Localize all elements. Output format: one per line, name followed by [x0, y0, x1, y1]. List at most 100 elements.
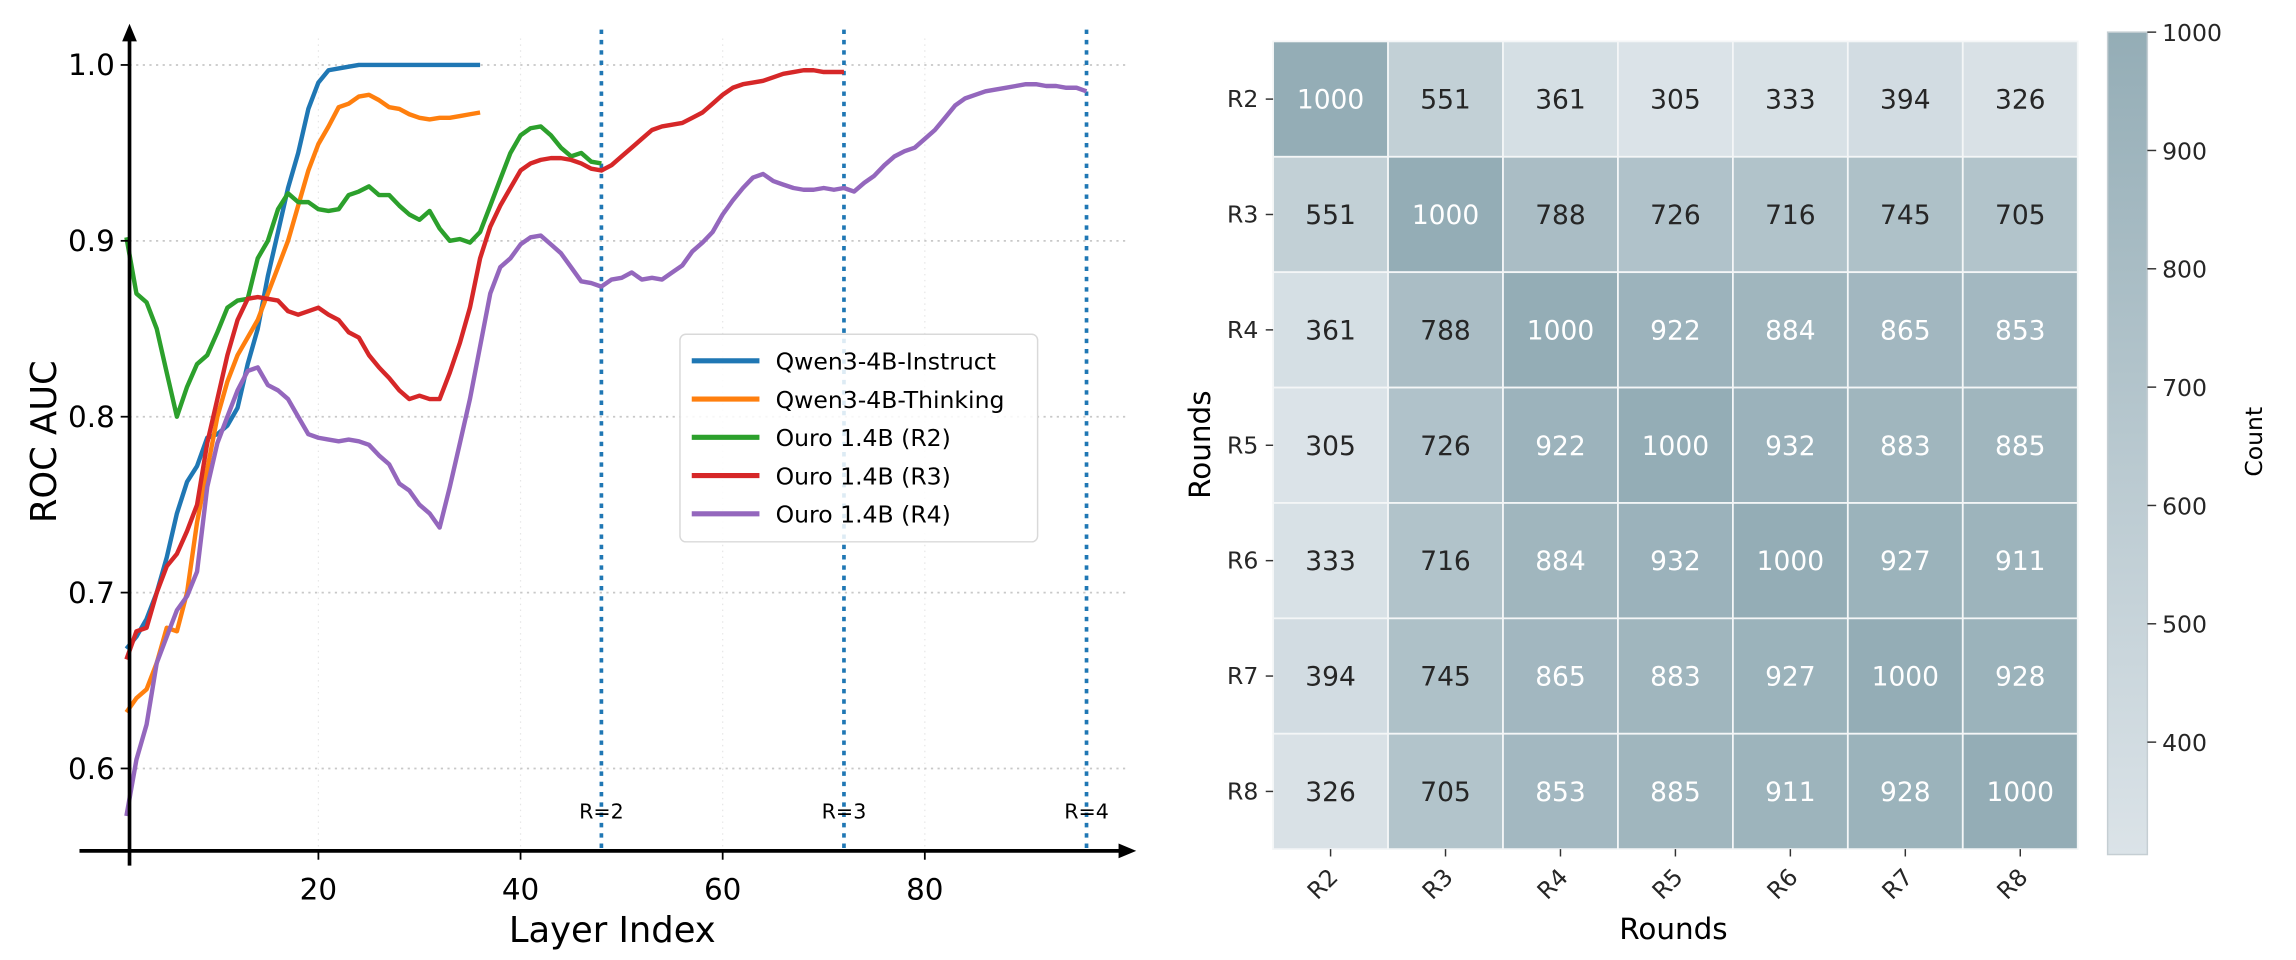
round-boundary-label: R=2 [579, 800, 624, 824]
y-axis-arrow-icon [122, 23, 137, 42]
heatmap-cell [1502, 271, 1619, 389]
heatmap-cell-value: 705 [1420, 777, 1471, 808]
heatmap-cell-value: 726 [1420, 431, 1471, 462]
round-boundary-label: R=3 [822, 800, 867, 824]
heatmap-cell-value: 745 [1420, 662, 1471, 693]
y-tick-label: 0.9 [68, 224, 115, 258]
legend-box [679, 333, 1039, 543]
heatmap-cell-value: 394 [1305, 662, 1356, 693]
y-tick-label: R3 [1227, 201, 1258, 229]
heatmap-cell-value: 928 [1880, 777, 1931, 808]
heatmap-cell [1502, 502, 1619, 620]
colorbar-tick-label: 500 [2162, 611, 2207, 639]
heatmap-cell-value: 853 [1535, 777, 1586, 808]
heatmap-cell-value: 883 [1880, 431, 1931, 462]
heatmap-cell-value: 1000 [1527, 315, 1594, 346]
heatmap-cell-value: 932 [1650, 546, 1701, 577]
heatmap-cell [1387, 386, 1504, 504]
round-boundary-label: R=4 [1064, 800, 1109, 824]
heatmap-cell-value: 551 [1420, 85, 1471, 116]
legend-label: Qwen3-4B-Instruct [776, 348, 996, 376]
heatmap-cell [1387, 40, 1504, 158]
heatmap-cell-value: 883 [1650, 662, 1701, 693]
heatmap-cell-value: 928 [1995, 662, 2046, 693]
x-tick-label: R2 [1302, 863, 1344, 905]
heatmap-cell [1617, 40, 1734, 158]
colorbar-label: Count [2240, 407, 2268, 477]
y-tick-label: 0.8 [68, 400, 115, 434]
y-tick-label: 0.7 [68, 576, 115, 610]
heatmap-cell-value: 716 [1765, 200, 1816, 231]
y-tick-label: R2 [1227, 85, 1258, 113]
series-line-qwen3-4b-instruct [124, 62, 481, 651]
heatmap-cell-value: 911 [1995, 546, 2046, 577]
heatmap-cell-value: 927 [1765, 662, 1816, 693]
heatmap-cell [1272, 386, 1389, 504]
heatmap-cell-value: 922 [1535, 431, 1586, 462]
y-tick-label: R6 [1227, 547, 1258, 575]
heatmap-cell [1846, 40, 1964, 158]
heatmap-cell-value: 853 [1995, 315, 2046, 346]
y-tick-label: 1.0 [68, 48, 115, 82]
y-tick-label: R7 [1227, 662, 1258, 690]
heatmap-cell-value: 394 [1880, 85, 1931, 116]
heatmap-cell [1846, 617, 1964, 735]
x-tick-label: 20 [300, 872, 337, 906]
heatmap-cell-value: 788 [1420, 315, 1471, 346]
x-tick-label: R6 [1761, 863, 1803, 905]
heatmap-cell [1617, 732, 1734, 851]
x-tick-label: R5 [1647, 863, 1689, 905]
heatmap-cell-value: 884 [1765, 315, 1816, 346]
heatmap-cell [1502, 732, 1619, 851]
y-axis-label: ROC AUC [24, 360, 65, 523]
y-tick-label: R5 [1227, 431, 1258, 459]
heatmap-cell-value: 865 [1535, 662, 1586, 693]
heatmap-cell-value: 333 [1765, 85, 1816, 116]
heatmap-cell [1961, 271, 2079, 389]
colorbar-tick-label: 1000 [2162, 19, 2222, 47]
heatmap-cell-value: 911 [1765, 777, 1816, 808]
heatmap-cell [1732, 155, 1849, 274]
heatmap-cell-value: 333 [1305, 546, 1356, 577]
x-tick-label: R8 [1991, 863, 2033, 905]
heatmap-cell-value: 745 [1880, 200, 1931, 231]
x-tick-label: 80 [906, 872, 943, 906]
heatmap-cell-value: 922 [1650, 315, 1701, 346]
heatmap-cell-value: 726 [1650, 200, 1701, 231]
colorbar-tick-label: 800 [2162, 256, 2207, 284]
heatmap-cell [1732, 271, 1849, 389]
heatmap-cell-value: 885 [1650, 777, 1701, 808]
heatmap-cell [1617, 155, 1734, 274]
heatmap-cell-value: 551 [1305, 200, 1356, 231]
heatmap-cell [1732, 40, 1849, 158]
heatmap-cell [1961, 502, 2079, 620]
heatmap-cell-value: 1000 [1757, 546, 1824, 577]
x-tick-label: 40 [502, 872, 539, 906]
y-tick-label: 0.6 [68, 752, 115, 786]
heatmap-cell-value: 1000 [1987, 777, 2054, 808]
y-axis-label: Rounds [1183, 390, 1217, 498]
heatmap-cell-value: 305 [1650, 85, 1701, 116]
heatmap-cell-value: 1000 [1642, 431, 1709, 462]
heatmap-cell-value: 932 [1765, 431, 1816, 462]
heatmap-cell-value: 1000 [1297, 85, 1364, 116]
legend-label: Qwen3-4B-Thinking [776, 386, 1005, 414]
heatmap-cell-value: 361 [1535, 85, 1586, 116]
colorbar: 400 500 600 700 800 900 1000 Count [2106, 19, 2268, 856]
heatmap-cell-value: 705 [1995, 200, 2046, 231]
rounds-heatmap: 1000 551 361 305 333 394 326 551 1000 788 726 716 74… [1183, 19, 2268, 946]
colorbar-bar [2106, 31, 2149, 856]
x-tick-label: R7 [1876, 863, 1918, 905]
legend-label: Ouro 1.4B (R3) [776, 462, 951, 490]
x-axis-label: Rounds [1619, 912, 1727, 946]
heatmap-cell-value: 326 [1305, 777, 1356, 808]
heatmap-cell [1502, 386, 1619, 504]
colorbar-tick-label: 900 [2162, 137, 2207, 165]
heatmap-cell-value: 1000 [1412, 200, 1479, 231]
heatmap-cell-value: 865 [1880, 315, 1931, 346]
heatmap-cell [1961, 732, 2079, 851]
heatmap-cell [1387, 502, 1504, 620]
legend: Qwen3-4B-Instruct Qwen3-4B-Thinking Ouro 1… [679, 333, 1039, 543]
roc-auc-line-chart: R=2 R=3 R=4 20 40 60 80 0.6 0.7 0.8 0.9 1.0 Layer In… [24, 23, 1137, 951]
